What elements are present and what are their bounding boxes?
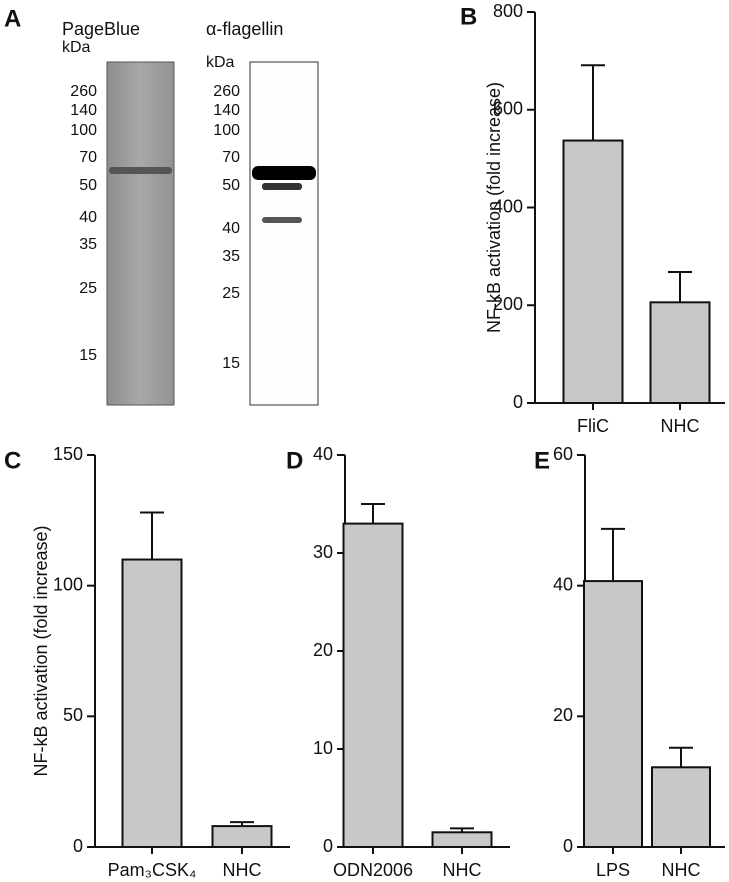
y-axis-label: NF-kB activation (fold increase): [484, 82, 504, 333]
gel-images: [106, 61, 319, 406]
error-bar: [601, 527, 625, 582]
lane-title: PageBlue: [62, 19, 140, 39]
error-bar: [140, 511, 164, 560]
bar: [649, 301, 711, 405]
panel-label: A: [4, 5, 21, 32]
panel-label: D: [286, 447, 303, 474]
marker-label: 50: [222, 177, 240, 194]
bar: [583, 580, 643, 848]
blot-band: [262, 183, 302, 190]
marker-label: 25: [222, 285, 240, 302]
y-tick-label: 0: [563, 836, 573, 856]
marker-label: 100: [213, 122, 240, 139]
y-tick-label: 800: [493, 1, 523, 21]
marker-label: 260: [70, 83, 97, 100]
marker-label: 35: [79, 236, 97, 253]
x-tick-label: ODN2006: [333, 860, 413, 880]
error-bar: [361, 503, 385, 524]
x-tick-label: Pam₃CSK₄: [108, 860, 197, 880]
gel-band: [109, 167, 172, 174]
marker-label: 140: [70, 102, 97, 119]
unit-label: kDa: [206, 54, 235, 71]
y-tick-label: 10: [313, 738, 333, 758]
marker-label: 15: [222, 355, 240, 372]
y-tick-label: 20: [313, 640, 333, 660]
panel-label: E: [534, 447, 550, 474]
bar: [431, 831, 493, 848]
unit-label: kDa: [62, 39, 91, 56]
marker-label: 140: [213, 102, 240, 119]
x-tick-label: FliC: [577, 416, 609, 436]
panel-label: C: [4, 447, 21, 474]
error-bar: [668, 271, 692, 303]
gel-lane-image: [106, 61, 175, 406]
blot-band: [252, 166, 316, 180]
marker-label: 35: [222, 248, 240, 265]
marker-label: 260: [213, 83, 240, 100]
marker-label: 40: [79, 209, 97, 226]
x-tick-label: NHC: [443, 860, 482, 880]
lane-title: α-flagellin: [206, 19, 283, 39]
y-tick-label: 400: [493, 196, 523, 216]
bar: [121, 558, 183, 848]
y-tick-label: 0: [323, 836, 333, 856]
marker-label: 40: [222, 220, 240, 237]
bar: [211, 825, 273, 848]
y-tick-label: 600: [493, 99, 523, 119]
y-tick-label: 50: [63, 705, 83, 725]
panel-label: B: [460, 3, 477, 30]
y-tick-label: 60: [553, 444, 573, 464]
bar: [562, 139, 624, 404]
y-tick-label: 100: [53, 574, 83, 594]
y-tick-label: 0: [73, 836, 83, 856]
marker-label: 70: [222, 149, 240, 166]
marker-label: 25: [79, 280, 97, 297]
y-tick-label: 0: [513, 392, 523, 412]
y-tick-label: 200: [493, 294, 523, 314]
y-tick-label: 20: [553, 705, 573, 725]
y-tick-label: 150: [53, 444, 83, 464]
x-tick-label: NHC: [662, 860, 701, 880]
marker-label: 70: [79, 149, 97, 166]
y-tick-label: 30: [313, 542, 333, 562]
marker-label: 15: [79, 347, 97, 364]
error-bar: [669, 746, 693, 768]
y-tick-label: 40: [553, 574, 573, 594]
bar: [342, 522, 404, 848]
marker-label: 100: [70, 122, 97, 139]
x-tick-label: NHC: [661, 416, 700, 436]
y-tick-label: 40: [313, 444, 333, 464]
blot-band: [262, 217, 302, 223]
x-tick-label: NHC: [223, 860, 262, 880]
error-bar: [581, 64, 605, 141]
y-axis-label: NF-kB activation (fold increase): [31, 525, 51, 776]
bar: [651, 766, 711, 848]
marker-label: 50: [79, 177, 97, 194]
x-tick-label: LPS: [596, 860, 630, 880]
blot-lane-image: [249, 61, 319, 406]
